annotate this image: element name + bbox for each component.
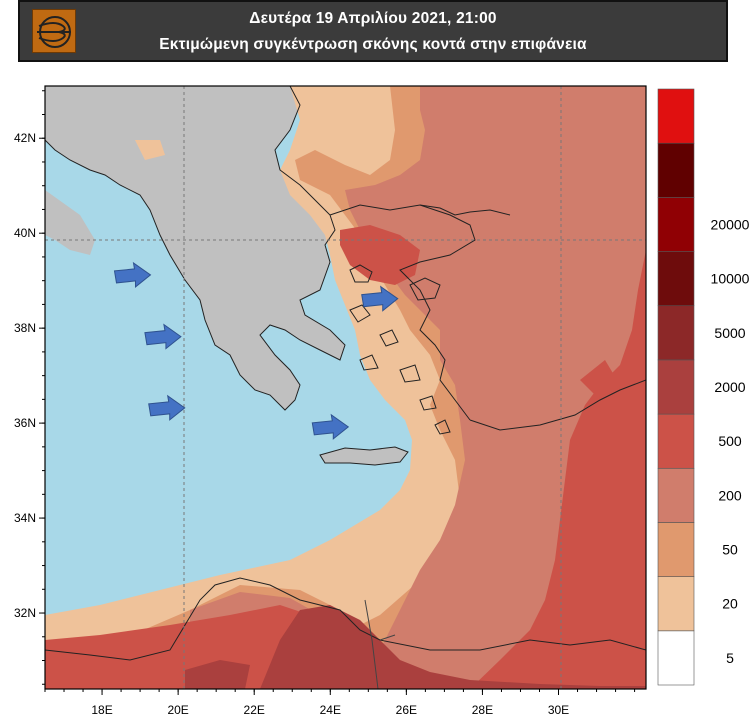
dust-band-5-north [330,86,395,165]
page-subtitle: Εκτιμώμενη συγκέντρωση σκόνης κοντά στην… [159,36,587,53]
dust-band-5-adriatic [135,140,165,160]
map-field [45,86,646,689]
x-tick-label: 28E [472,703,493,717]
wind-arrow-icon [113,261,152,288]
dust-band-500-b [185,660,250,689]
legend-swatch [657,88,695,144]
legend-label: 50 [722,542,738,558]
legend-swatch [657,251,695,307]
land-balkans [45,86,345,410]
legend-label: 2000 [714,379,745,395]
dust-band-200-anatolia [580,360,620,400]
x-tick-label: 30E [548,703,569,717]
page-title: Δευτέρα 19 Απριλίου 2021, 21:00 [249,10,497,27]
legend-swatch [657,305,695,361]
map-frame [44,85,647,690]
legend-swatch [657,630,695,686]
dust-band-200-east [470,250,646,689]
x-tick-label: 24E [320,703,341,717]
legend-label: 20 [722,596,738,612]
legend-swatch [657,467,695,523]
land-italy-heel [45,190,95,255]
legend-label: 500 [718,433,742,449]
gridlines [45,86,646,689]
x-tick-label: 20E [167,703,188,717]
y-tick-label: 32N [14,606,36,620]
wind-swirl-logo-icon [32,9,76,53]
y-tick-label: 42N [14,131,36,145]
wind-arrows [113,261,399,440]
x-tick-label: 18E [91,703,112,717]
y-tick-label: 40N [14,226,36,240]
wind-arrow-icon [144,323,182,350]
wind-arrow-icon [361,285,399,312]
legend-swatch [657,413,695,469]
legend-swatch [657,576,695,632]
legend-swatch [657,142,695,198]
x-tick-label: 22E [244,703,265,717]
y-tick-label: 34N [14,511,36,525]
y-tick-label: 36N [14,416,36,430]
x-tick-label: 26E [396,703,417,717]
legend: 5 20 50 200 500 2000 5000 10000 20000 [657,88,750,686]
coastlines [45,86,646,689]
legend-swatch [657,522,695,577]
legend-label: 200 [718,487,742,503]
legend-label: 5 [726,650,734,666]
header-banner: Δευτέρα 19 Απριλίου 2021, 21:00 Εκτιμώμε… [18,0,728,62]
legend-label: 20000 [711,216,750,232]
axis-ticks: 18E 20E 22E 24E 26E 28E 30E 42N 40N 38N 36N 34N 32N [14,90,636,717]
wind-arrow-icon [311,413,350,440]
legend-label: 10000 [711,271,750,287]
y-tick-label: 38N [14,321,36,335]
legend-swatch [657,197,695,252]
legend-label: 5000 [714,325,745,341]
land-crete [320,447,408,465]
wind-arrow-icon [148,394,186,421]
legend-swatch [657,359,695,415]
